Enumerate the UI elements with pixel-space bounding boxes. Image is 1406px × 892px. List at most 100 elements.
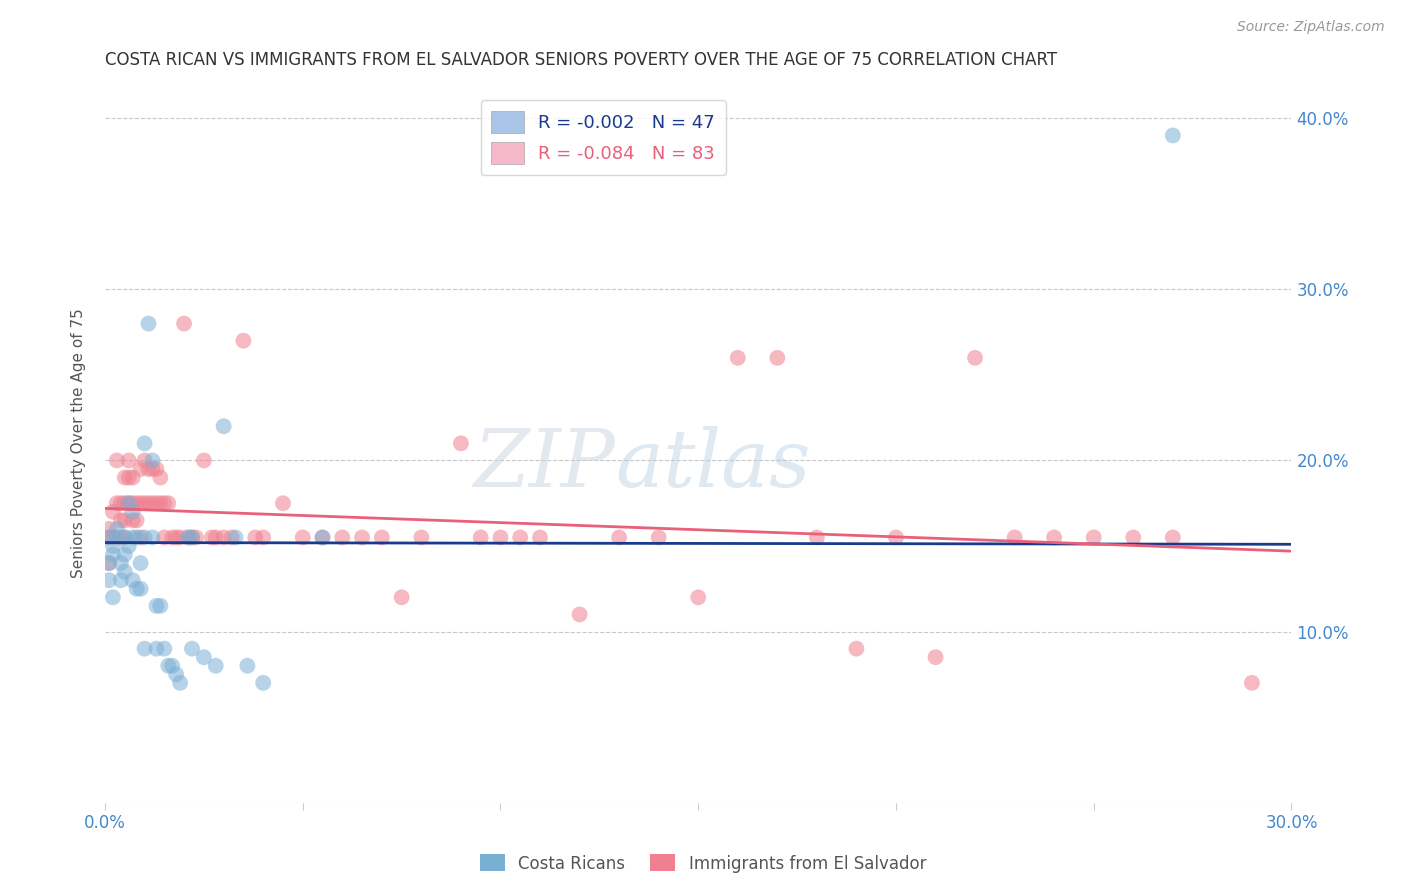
Point: [184, 531, 207, 545]
Text: ZIP: ZIP: [474, 426, 616, 504]
Point: [138, 462, 160, 476]
Point: [924, 650, 946, 665]
Point: [271, 496, 294, 510]
Point: [118, 539, 141, 553]
Point: [212, 531, 235, 545]
Point: [165, 531, 187, 545]
Point: [121, 470, 143, 484]
Legend: Costa Ricans, Immigrants from El Salvador: Costa Ricans, Immigrants from El Salvado…: [474, 847, 932, 880]
Point: [845, 641, 868, 656]
Point: [97, 573, 120, 587]
Point: [141, 496, 163, 510]
Point: [1161, 531, 1184, 545]
Text: atlas: atlas: [616, 426, 810, 504]
Point: [181, 531, 204, 545]
Point: [688, 591, 710, 605]
Point: [371, 531, 394, 545]
Point: [181, 641, 204, 656]
Point: [114, 496, 136, 510]
Point: [105, 453, 128, 467]
Point: [193, 650, 215, 665]
Point: [118, 470, 141, 484]
Point: [149, 470, 172, 484]
Point: [129, 556, 152, 570]
Point: [157, 658, 180, 673]
Point: [204, 531, 226, 545]
Point: [529, 531, 551, 545]
Point: [121, 531, 143, 545]
Point: [118, 496, 141, 510]
Point: [97, 522, 120, 536]
Point: [470, 531, 492, 545]
Point: [411, 531, 433, 545]
Point: [177, 531, 200, 545]
Point: [121, 496, 143, 510]
Point: [509, 531, 531, 545]
Point: [169, 676, 191, 690]
Point: [114, 548, 136, 562]
Point: [110, 496, 132, 510]
Point: [121, 513, 143, 527]
Point: [110, 556, 132, 570]
Point: [177, 531, 200, 545]
Point: [245, 531, 267, 545]
Point: [129, 462, 152, 476]
Point: [1004, 531, 1026, 545]
Point: [129, 582, 152, 596]
Point: [160, 658, 183, 673]
Point: [138, 317, 160, 331]
Point: [727, 351, 749, 365]
Point: [391, 591, 413, 605]
Point: [806, 531, 828, 545]
Point: [489, 531, 512, 545]
Legend: R = -0.002   N = 47, R = -0.084   N = 83: R = -0.002 N = 47, R = -0.084 N = 83: [481, 100, 725, 175]
Point: [160, 531, 183, 545]
Point: [97, 556, 120, 570]
Point: [114, 531, 136, 545]
Point: [252, 676, 274, 690]
Point: [145, 496, 167, 510]
Point: [141, 531, 163, 545]
Point: [252, 531, 274, 545]
Point: [232, 334, 254, 348]
Point: [224, 531, 246, 545]
Point: [97, 556, 120, 570]
Point: [965, 351, 987, 365]
Point: [221, 531, 243, 545]
Point: [145, 641, 167, 656]
Point: [291, 531, 314, 545]
Point: [118, 453, 141, 467]
Point: [1161, 128, 1184, 143]
Point: [153, 641, 176, 656]
Point: [121, 505, 143, 519]
Point: [311, 531, 333, 545]
Point: [134, 436, 156, 450]
Point: [766, 351, 789, 365]
Point: [105, 522, 128, 536]
Point: [173, 317, 195, 331]
Text: Source: ZipAtlas.com: Source: ZipAtlas.com: [1237, 20, 1385, 34]
Point: [165, 667, 187, 681]
Point: [125, 531, 148, 545]
Point: [141, 453, 163, 467]
Point: [149, 496, 172, 510]
Point: [129, 496, 152, 510]
Point: [101, 591, 124, 605]
Point: [330, 531, 353, 545]
Point: [311, 531, 333, 545]
Point: [125, 513, 148, 527]
Point: [145, 599, 167, 613]
Y-axis label: Seniors Poverty Over the Age of 75: Seniors Poverty Over the Age of 75: [72, 309, 86, 578]
Point: [141, 462, 163, 476]
Point: [101, 539, 124, 553]
Point: [97, 531, 120, 545]
Point: [212, 419, 235, 434]
Point: [568, 607, 591, 622]
Point: [647, 531, 669, 545]
Point: [204, 658, 226, 673]
Point: [110, 573, 132, 587]
Point: [134, 453, 156, 467]
Point: [1083, 531, 1105, 545]
Point: [101, 531, 124, 545]
Point: [118, 496, 141, 510]
